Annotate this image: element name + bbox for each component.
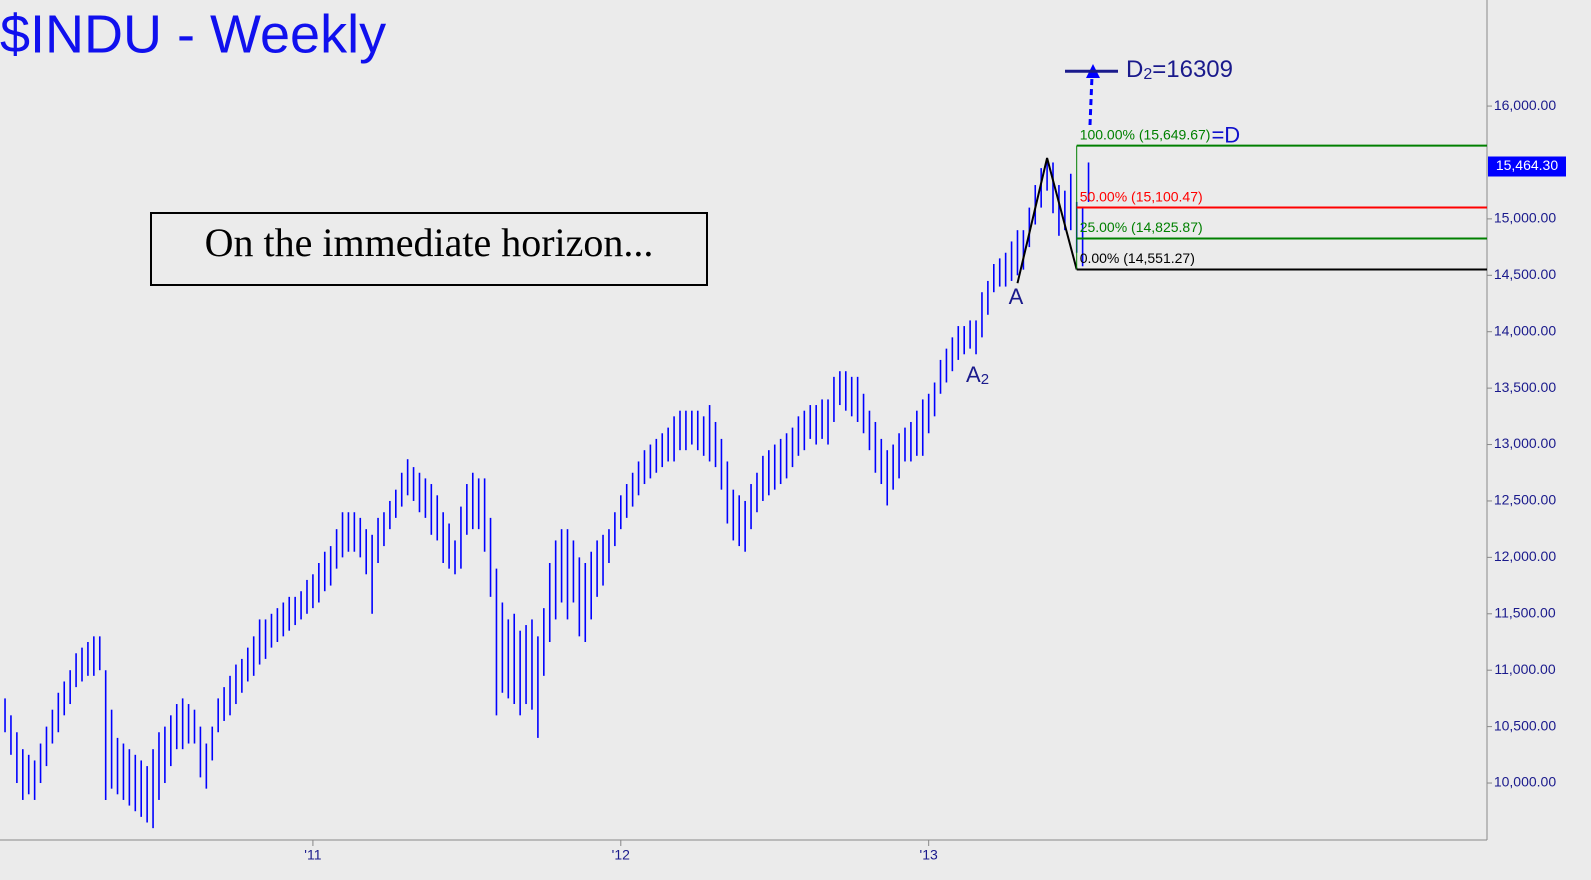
y-tick-label: 16,000.00 — [1494, 97, 1556, 113]
level-label: 100.00% (15,649.67) — [1080, 126, 1211, 142]
x-tick-label: '11 — [304, 847, 321, 863]
pattern-line — [1016, 157, 1078, 284]
level-label: 25.00% (14,825.87) — [1080, 219, 1203, 235]
y-tick-label: 11,500.00 — [1494, 604, 1555, 620]
y-tick-label: 10,000.00 — [1494, 774, 1556, 790]
y-tick-label: 12,000.00 — [1494, 548, 1556, 564]
last-price-label: 15,464.30 — [1496, 157, 1558, 173]
level-label: 0.00% (14,551.27) — [1080, 250, 1195, 266]
y-tick-label: 13,000.00 — [1494, 435, 1556, 451]
y-tick-label: 14,000.00 — [1494, 322, 1556, 338]
x-tick-label: '13 — [920, 847, 938, 863]
point-a-label: A — [1009, 284, 1024, 309]
point-a2-label: A2 — [966, 362, 989, 388]
level-note: =D — [1211, 122, 1240, 147]
target-letter: D — [1126, 57, 1143, 84]
annotation: On the immediate horizon... — [205, 220, 654, 265]
y-tick-label: 15,000.00 — [1494, 210, 1556, 226]
target-arrow — [1088, 75, 1094, 126]
target-label: D2=16309 — [1126, 57, 1233, 84]
x-tick-label: '12 — [612, 847, 630, 863]
y-tick-label: 13,500.00 — [1494, 379, 1556, 395]
last-price-box — [1488, 156, 1566, 177]
point-a2-letter: A — [966, 362, 981, 387]
chart-title: $INDU - Weekly — [0, 4, 386, 64]
y-tick-label: 14,500.00 — [1494, 266, 1556, 282]
target-suffix: =16309 — [1152, 57, 1233, 84]
target-subscript: 2 — [1143, 66, 1152, 83]
point-a2-subscript: 2 — [981, 371, 989, 388]
y-tick-label: 11,000.00 — [1494, 661, 1555, 677]
annotation-box — [150, 212, 708, 286]
level-label: 50.00% (15,100.47) — [1080, 188, 1203, 204]
y-tick-label: 10,500.00 — [1494, 717, 1556, 733]
y-tick-label: 12,500.00 — [1494, 492, 1556, 508]
